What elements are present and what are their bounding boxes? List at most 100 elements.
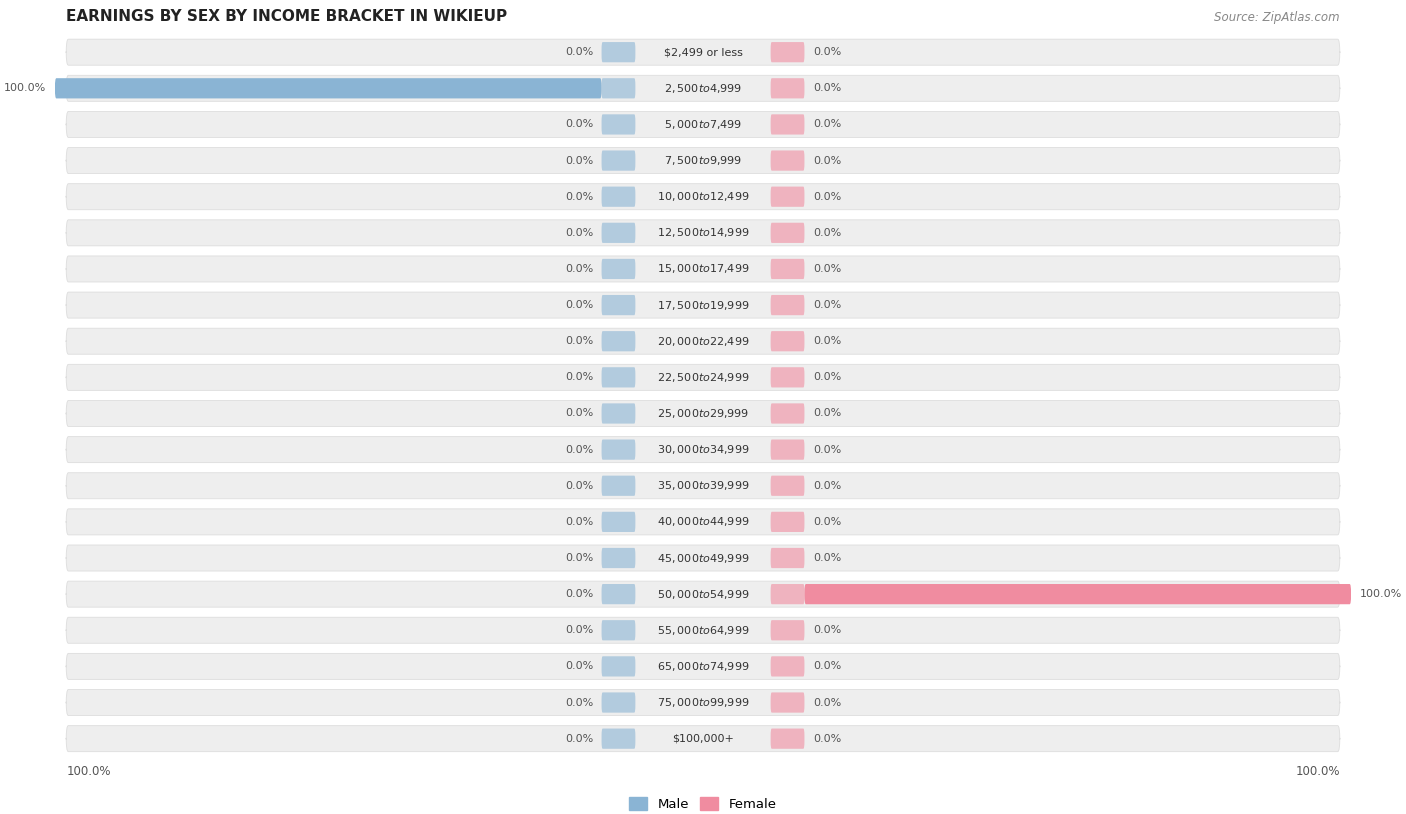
FancyBboxPatch shape (602, 42, 636, 63)
FancyBboxPatch shape (66, 689, 1340, 716)
Text: $5,000 to $7,499: $5,000 to $7,499 (664, 118, 742, 131)
Text: $40,000 to $44,999: $40,000 to $44,999 (657, 515, 749, 528)
FancyBboxPatch shape (770, 693, 804, 712)
Text: 0.0%: 0.0% (565, 300, 593, 310)
FancyBboxPatch shape (66, 76, 1340, 101)
FancyBboxPatch shape (770, 114, 804, 134)
Text: 0.0%: 0.0% (813, 192, 841, 202)
Text: 100.0%: 100.0% (1360, 589, 1402, 599)
Text: 0.0%: 0.0% (565, 47, 593, 57)
FancyBboxPatch shape (66, 184, 1340, 210)
FancyBboxPatch shape (770, 475, 804, 496)
Text: $35,000 to $39,999: $35,000 to $39,999 (657, 479, 749, 492)
FancyBboxPatch shape (770, 548, 804, 568)
FancyBboxPatch shape (602, 620, 636, 641)
Text: 0.0%: 0.0% (565, 481, 593, 491)
FancyBboxPatch shape (602, 223, 636, 243)
FancyBboxPatch shape (66, 112, 1340, 138)
Text: 0.0%: 0.0% (813, 120, 841, 129)
FancyBboxPatch shape (770, 404, 804, 423)
FancyBboxPatch shape (602, 114, 636, 134)
FancyBboxPatch shape (66, 39, 1340, 65)
FancyBboxPatch shape (770, 512, 804, 532)
Text: 0.0%: 0.0% (813, 553, 841, 563)
FancyBboxPatch shape (602, 78, 636, 98)
FancyBboxPatch shape (602, 693, 636, 712)
FancyBboxPatch shape (770, 440, 804, 460)
FancyBboxPatch shape (66, 473, 1340, 499)
Text: 0.0%: 0.0% (565, 120, 593, 129)
Text: 0.0%: 0.0% (813, 481, 841, 491)
FancyBboxPatch shape (770, 42, 804, 63)
FancyBboxPatch shape (770, 729, 804, 749)
Text: Source: ZipAtlas.com: Source: ZipAtlas.com (1215, 11, 1340, 24)
FancyBboxPatch shape (770, 295, 804, 315)
Text: $17,500 to $19,999: $17,500 to $19,999 (657, 299, 749, 312)
Text: $50,000 to $54,999: $50,000 to $54,999 (657, 588, 749, 601)
Text: 0.0%: 0.0% (813, 625, 841, 635)
FancyBboxPatch shape (602, 656, 636, 676)
Text: $7,500 to $9,999: $7,500 to $9,999 (664, 154, 742, 167)
Text: 0.0%: 0.0% (813, 228, 841, 238)
Text: 0.0%: 0.0% (813, 444, 841, 454)
Text: 0.0%: 0.0% (813, 264, 841, 274)
Text: $30,000 to $34,999: $30,000 to $34,999 (657, 443, 749, 456)
Text: 0.0%: 0.0% (813, 372, 841, 383)
FancyBboxPatch shape (66, 292, 1340, 318)
Text: $15,000 to $17,499: $15,000 to $17,499 (657, 262, 749, 275)
FancyBboxPatch shape (602, 475, 636, 496)
Text: 0.0%: 0.0% (565, 228, 593, 238)
Text: 0.0%: 0.0% (813, 733, 841, 744)
FancyBboxPatch shape (66, 147, 1340, 173)
Text: $2,499 or less: $2,499 or less (664, 47, 742, 57)
FancyBboxPatch shape (66, 617, 1340, 643)
FancyBboxPatch shape (66, 509, 1340, 535)
FancyBboxPatch shape (770, 620, 804, 641)
FancyBboxPatch shape (66, 725, 1340, 751)
FancyBboxPatch shape (66, 365, 1340, 391)
Text: $20,000 to $22,499: $20,000 to $22,499 (657, 335, 749, 348)
Text: 0.0%: 0.0% (565, 372, 593, 383)
Text: 0.0%: 0.0% (565, 733, 593, 744)
Text: $12,500 to $14,999: $12,500 to $14,999 (657, 226, 749, 239)
FancyBboxPatch shape (66, 220, 1340, 246)
Text: $10,000 to $12,499: $10,000 to $12,499 (657, 190, 749, 204)
Text: $22,500 to $24,999: $22,500 to $24,999 (657, 371, 749, 384)
Text: 0.0%: 0.0% (813, 300, 841, 310)
FancyBboxPatch shape (66, 256, 1340, 282)
Text: 0.0%: 0.0% (565, 336, 593, 346)
Text: 0.0%: 0.0% (565, 589, 593, 599)
FancyBboxPatch shape (602, 259, 636, 279)
Text: 0.0%: 0.0% (565, 517, 593, 527)
Text: 0.0%: 0.0% (813, 83, 841, 94)
Text: 100.0%: 100.0% (1295, 765, 1340, 778)
Text: $65,000 to $74,999: $65,000 to $74,999 (657, 660, 749, 673)
FancyBboxPatch shape (602, 295, 636, 315)
FancyBboxPatch shape (66, 436, 1340, 462)
Text: 0.0%: 0.0% (813, 336, 841, 346)
Text: 100.0%: 100.0% (66, 765, 111, 778)
FancyBboxPatch shape (602, 331, 636, 352)
FancyBboxPatch shape (770, 151, 804, 171)
FancyBboxPatch shape (602, 512, 636, 532)
Text: 0.0%: 0.0% (813, 662, 841, 672)
FancyBboxPatch shape (602, 548, 636, 568)
FancyBboxPatch shape (66, 581, 1340, 607)
FancyBboxPatch shape (770, 584, 804, 604)
Text: $55,000 to $64,999: $55,000 to $64,999 (657, 624, 749, 637)
FancyBboxPatch shape (770, 656, 804, 676)
Text: 100.0%: 100.0% (4, 83, 46, 94)
FancyBboxPatch shape (66, 400, 1340, 427)
Text: 0.0%: 0.0% (813, 517, 841, 527)
FancyBboxPatch shape (602, 404, 636, 423)
FancyBboxPatch shape (602, 186, 636, 207)
FancyBboxPatch shape (804, 584, 1351, 604)
Text: $25,000 to $29,999: $25,000 to $29,999 (657, 407, 749, 420)
FancyBboxPatch shape (602, 151, 636, 171)
Text: EARNINGS BY SEX BY INCOME BRACKET IN WIKIEUP: EARNINGS BY SEX BY INCOME BRACKET IN WIK… (66, 9, 508, 24)
FancyBboxPatch shape (66, 328, 1340, 354)
FancyBboxPatch shape (770, 367, 804, 387)
FancyBboxPatch shape (55, 78, 602, 98)
FancyBboxPatch shape (770, 78, 804, 98)
FancyBboxPatch shape (770, 259, 804, 279)
